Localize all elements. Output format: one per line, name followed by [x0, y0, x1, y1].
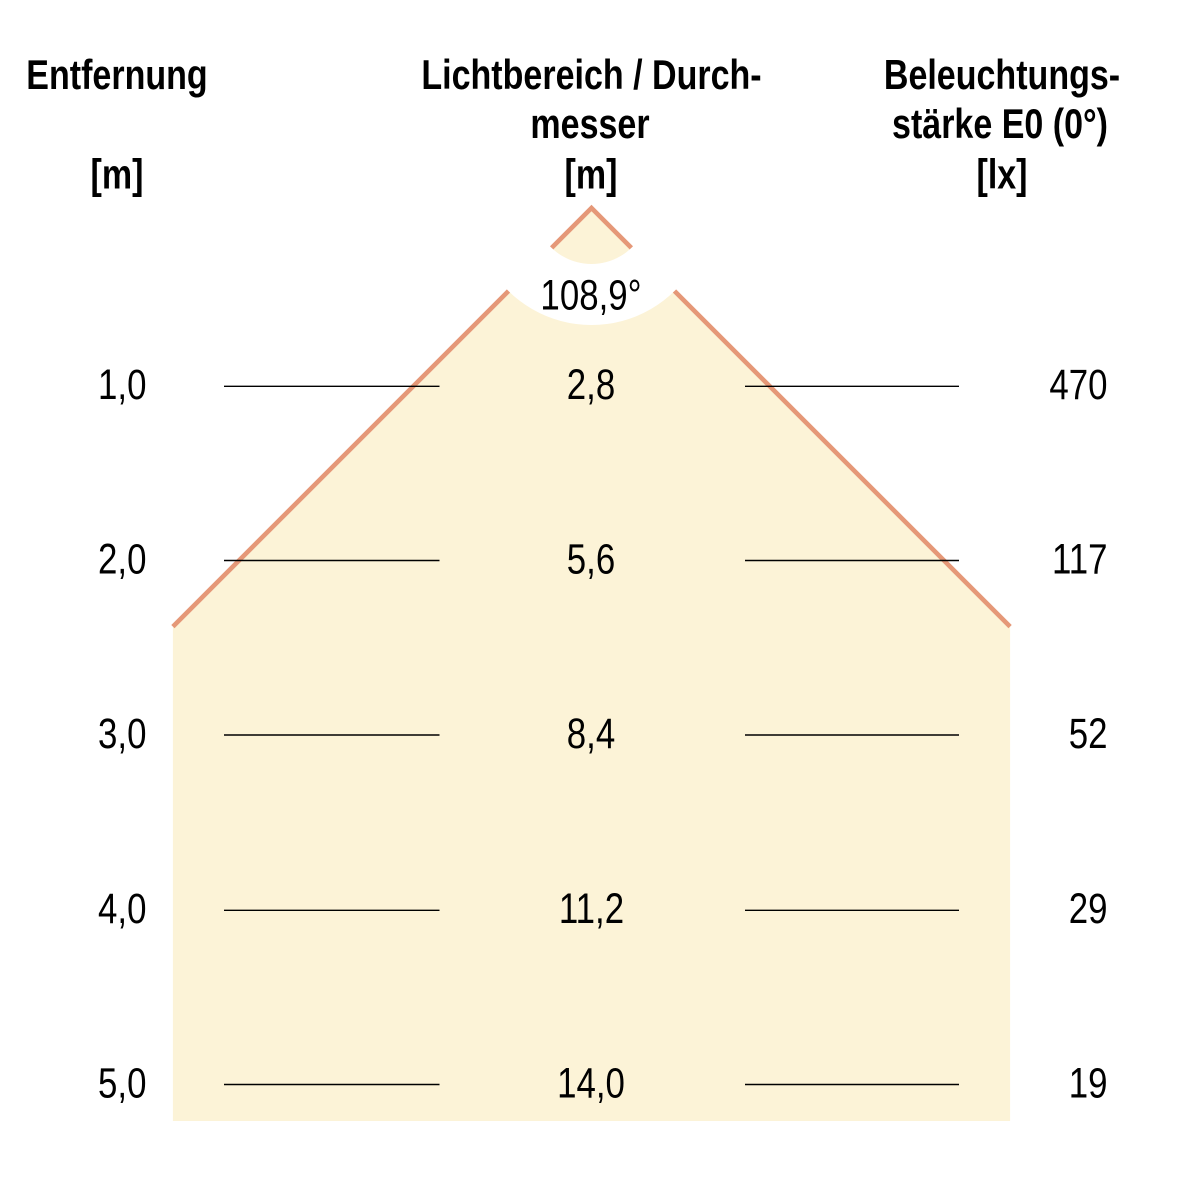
svg-text:8,4: 8,4	[567, 711, 615, 758]
svg-text:[m]: [m]	[565, 152, 618, 198]
svg-text:470: 470	[1049, 362, 1107, 409]
svg-text:1,0: 1,0	[98, 362, 146, 409]
svg-text:Entfernung: Entfernung	[26, 53, 207, 99]
svg-text:Lichtbereich / Durch-: Lichtbereich / Durch-	[421, 53, 761, 99]
svg-text:[m]: [m]	[91, 152, 144, 198]
svg-text:Beleuchtungs-: Beleuchtungs-	[884, 53, 1120, 99]
svg-text:messer: messer	[530, 102, 649, 148]
svg-text:[lx]: [lx]	[976, 152, 1027, 198]
svg-text:19: 19	[1069, 1060, 1108, 1107]
svg-text:108,9°: 108,9°	[540, 272, 641, 319]
svg-text:3,0: 3,0	[98, 711, 146, 758]
svg-text:4,0: 4,0	[98, 886, 146, 933]
svg-text:52: 52	[1069, 711, 1108, 758]
svg-text:29: 29	[1069, 886, 1108, 933]
svg-text:11,2: 11,2	[559, 886, 624, 933]
svg-text:stärke E0 (0°): stärke E0 (0°)	[892, 102, 1108, 148]
svg-text:2,8: 2,8	[567, 362, 615, 409]
svg-text:117: 117	[1052, 536, 1108, 583]
svg-text:14,0: 14,0	[557, 1060, 625, 1107]
svg-text:5,0: 5,0	[98, 1060, 146, 1107]
svg-text:5,6: 5,6	[567, 536, 615, 583]
svg-text:2,0: 2,0	[98, 536, 146, 583]
